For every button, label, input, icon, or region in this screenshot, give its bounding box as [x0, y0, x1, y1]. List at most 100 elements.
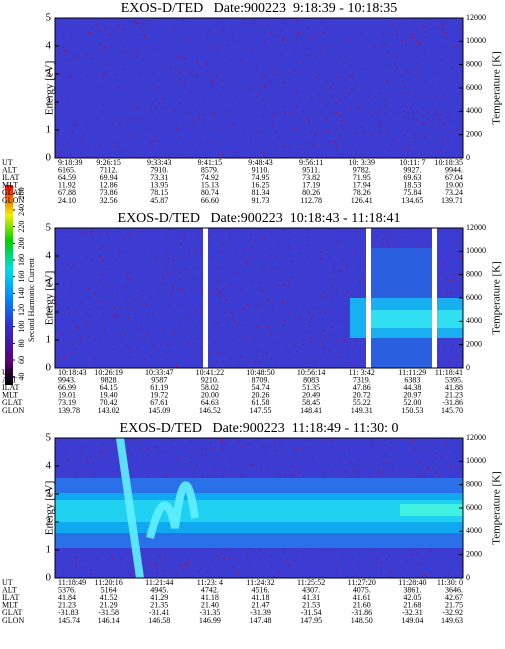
- noise-pixel: [413, 447, 416, 450]
- noise-pixel: [156, 98, 159, 101]
- noise-pixel: [420, 43, 422, 46]
- noise-pixel: [386, 51, 389, 53]
- noise-pixel: [89, 456, 92, 458]
- noise-pixel: [178, 272, 181, 274]
- table-cell: 11:25:52: [297, 578, 325, 587]
- noise-pixel: [301, 553, 304, 555]
- noise-pixel: [456, 355, 458, 357]
- noise-pixel: [344, 96, 347, 98]
- noise-pixel: [354, 345, 357, 347]
- noise-pixel: [264, 87, 267, 90]
- table-cell: 10:18:43: [58, 368, 86, 377]
- noise-pixel: [270, 269, 273, 272]
- table-cell: 10:41:22: [196, 368, 224, 377]
- noise-pixel: [257, 325, 260, 328]
- noise-pixel: [308, 321, 311, 323]
- noise-pixel: [264, 451, 267, 454]
- noise-pixel: [102, 104, 104, 106]
- noise-pixel: [74, 565, 77, 568]
- noise-pixel: [353, 89, 355, 91]
- noise-pixel: [185, 268, 187, 270]
- noise-pixel: [381, 243, 383, 246]
- noise-pixel: [376, 557, 379, 559]
- noise-pixel: [406, 560, 409, 562]
- noise-pixel: [242, 250, 245, 253]
- noise-pixel: [62, 570, 65, 573]
- noise-pixel: [259, 558, 261, 560]
- y2-tick-label: 12000: [466, 433, 486, 442]
- table-cell: 55.22: [353, 398, 371, 407]
- noise-pixel: [189, 72, 191, 74]
- table-cell: 67.04: [445, 173, 463, 182]
- noise-pixel: [342, 120, 344, 122]
- noise-pixel: [288, 231, 290, 234]
- noise-pixel: [76, 124, 78, 126]
- row-label: GLAT: [2, 398, 23, 407]
- noise-pixel: [149, 143, 152, 145]
- noise-pixel: [287, 281, 290, 284]
- noise-pixel: [303, 49, 306, 51]
- noise-pixel: [208, 353, 211, 356]
- noise-pixel: [55, 555, 57, 557]
- noise-pixel: [270, 333, 272, 336]
- noise-pixel: [75, 326, 78, 328]
- noise-pixel: [361, 575, 363, 578]
- noise-pixel: [76, 57, 78, 60]
- noise-pixel: [306, 330, 309, 332]
- noise-pixel: [124, 149, 126, 152]
- noise-pixel: [423, 123, 426, 125]
- noise-pixel: [275, 112, 277, 114]
- noise-pixel: [425, 36, 427, 38]
- noise-pixel: [306, 27, 309, 29]
- noise-pixel: [180, 564, 182, 567]
- noise-pixel: [223, 342, 225, 345]
- noise-pixel: [65, 50, 68, 52]
- noise-pixel: [190, 440, 192, 443]
- noise-pixel: [168, 257, 171, 259]
- noise-pixel: [355, 85, 358, 88]
- noise-pixel: [264, 104, 266, 107]
- noise-pixel: [200, 568, 202, 570]
- noise-pixel: [183, 239, 185, 241]
- noise-pixel: [287, 311, 290, 313]
- table-cell: 41.29: [150, 593, 168, 602]
- noise-pixel: [157, 86, 160, 89]
- noise-pixel: [307, 256, 309, 259]
- noise-pixel: [338, 270, 340, 273]
- noise-pixel: [217, 266, 219, 268]
- noise-pixel: [354, 132, 356, 135]
- noise-pixel: [339, 120, 342, 122]
- noise-pixel: [357, 564, 359, 566]
- noise-pixel: [339, 137, 342, 139]
- noise-pixel: [267, 325, 270, 328]
- noise-pixel: [428, 18, 431, 20]
- noise-pixel: [328, 256, 331, 258]
- noise-pixel: [259, 93, 262, 95]
- noise-pixel: [118, 248, 120, 251]
- noise-pixel: [314, 35, 317, 37]
- row-label: GLAT: [2, 188, 23, 197]
- noise-pixel: [315, 111, 318, 114]
- noise-pixel: [137, 33, 140, 36]
- noise-pixel: [245, 261, 248, 264]
- noise-pixel: [204, 77, 207, 80]
- noise-pixel: [231, 123, 234, 125]
- table-cell: 74.92: [201, 173, 219, 182]
- noise-pixel: [338, 134, 340, 136]
- table-cell: 8709.: [252, 375, 270, 384]
- noise-pixel: [315, 131, 317, 134]
- noise-pixel: [129, 346, 132, 349]
- noise-pixel: [108, 558, 110, 560]
- table-cell: 78.15: [150, 188, 168, 197]
- noise-pixel: [86, 155, 89, 157]
- noise-pixel: [106, 63, 109, 66]
- noise-pixel: [96, 117, 99, 120]
- noise-pixel: [458, 44, 460, 46]
- noise-pixel: [70, 283, 72, 286]
- noise-pixel: [99, 255, 101, 257]
- noise-pixel: [236, 40, 238, 43]
- noise-pixel: [337, 356, 340, 358]
- noise-pixel: [393, 27, 395, 30]
- noise-pixel: [143, 249, 146, 252]
